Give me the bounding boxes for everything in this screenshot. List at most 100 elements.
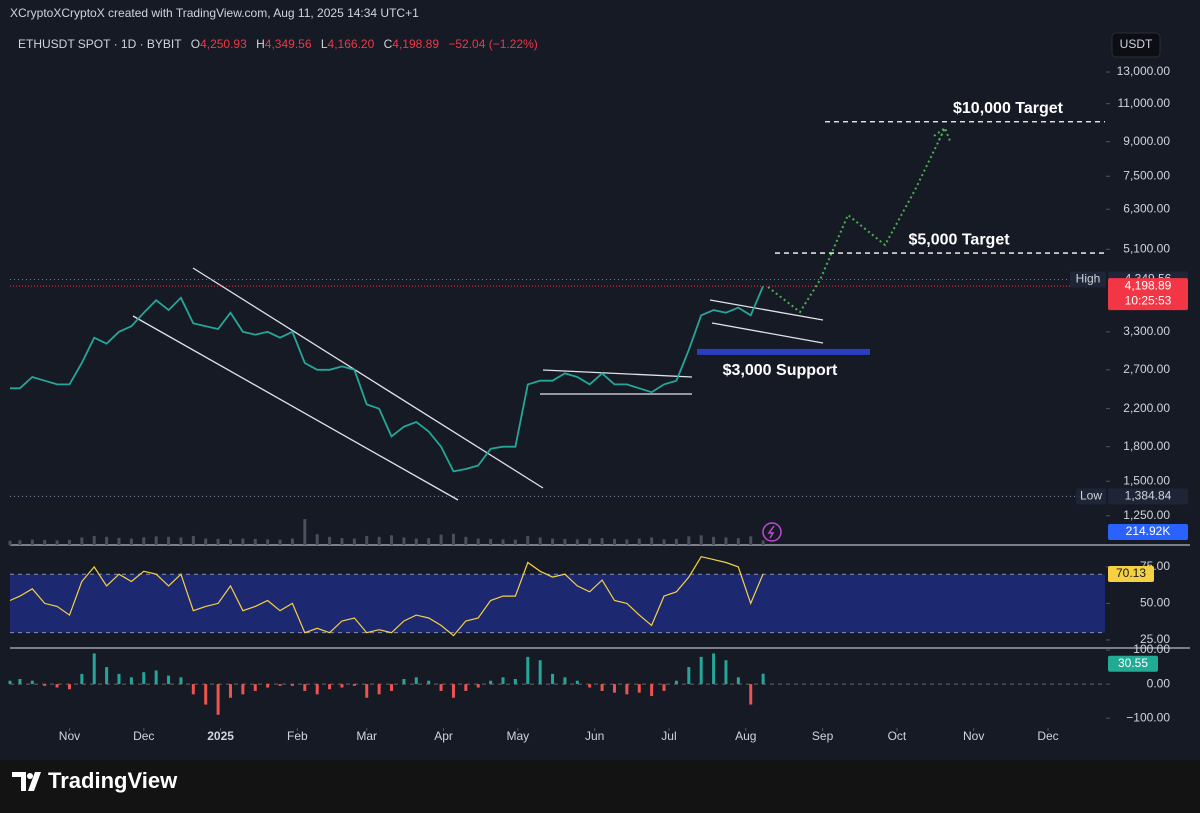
volume-bar xyxy=(414,538,418,545)
volume-bar xyxy=(575,539,579,545)
macd-bar xyxy=(253,684,257,691)
x-tick-label: 2025 xyxy=(207,729,234,743)
volume-bar xyxy=(154,536,158,545)
volume-bar xyxy=(352,538,356,545)
macd-bar xyxy=(489,680,493,685)
rsi-line xyxy=(9,556,764,637)
brand: TradingView xyxy=(48,768,178,793)
macd-bar xyxy=(402,679,406,685)
footer xyxy=(0,760,1200,813)
macd-bar xyxy=(241,684,245,695)
macd-bar xyxy=(328,684,332,690)
x-tick-label: Jul xyxy=(661,729,676,743)
volume-bar xyxy=(328,536,332,545)
volume-bar xyxy=(489,538,493,545)
macd-bar xyxy=(179,677,183,685)
macd-bar xyxy=(724,660,728,685)
macd-bar xyxy=(340,684,344,688)
macd-bar xyxy=(513,679,517,685)
volume-bar xyxy=(476,538,480,545)
volume-bar xyxy=(303,519,307,545)
volume-bar xyxy=(699,535,703,545)
brand-logo-dot xyxy=(27,773,33,779)
projection-path xyxy=(767,127,946,314)
trend-lines xyxy=(132,267,824,501)
macd-last-box xyxy=(1108,655,1158,672)
volume-bar xyxy=(179,537,183,545)
low: 4,166.20 xyxy=(328,37,375,51)
macd-bar xyxy=(563,677,567,685)
currency[interactable]: USDT xyxy=(1120,37,1153,51)
change: −52.04 (−1.22%) xyxy=(448,37,537,51)
macd-bar xyxy=(303,684,307,691)
macd-bar xyxy=(55,684,59,688)
volume-bar xyxy=(513,539,517,545)
volume-bar xyxy=(612,538,616,545)
volume-last-box xyxy=(1108,524,1188,540)
macd-bar xyxy=(105,667,109,685)
volume-bar xyxy=(526,535,530,545)
volume-bar xyxy=(8,540,12,545)
currency-box[interactable] xyxy=(1111,32,1161,58)
close: 4,198.89 xyxy=(392,37,439,51)
volume-bar xyxy=(439,534,443,545)
y-tick-label: 2,200.00 xyxy=(1123,401,1170,415)
volume-bar xyxy=(464,536,468,545)
macd-bar xyxy=(191,684,195,695)
volume-bar xyxy=(724,537,728,545)
high: 4,349.56 xyxy=(265,37,312,51)
flag-line xyxy=(711,322,824,344)
macd-bar xyxy=(699,656,703,685)
volume-bar xyxy=(241,538,245,545)
high-tag-box xyxy=(1070,271,1106,288)
x-tick-label: Mar xyxy=(356,729,377,743)
macd-bar xyxy=(464,684,468,691)
macd-bar xyxy=(204,684,208,705)
y-tick-label: 5,100.00 xyxy=(1123,242,1170,256)
volume-bar xyxy=(712,536,716,545)
volume-bar xyxy=(216,538,220,545)
volume-bar xyxy=(315,534,319,545)
macd-bar xyxy=(414,677,418,685)
low-tag: Low xyxy=(1080,489,1102,503)
macd-bar xyxy=(501,677,505,685)
rsi-last-box xyxy=(1108,566,1154,583)
macd-bar xyxy=(451,684,455,698)
macd-bar xyxy=(228,684,232,698)
volume-bar xyxy=(228,539,232,545)
open: 4,250.93 xyxy=(200,37,247,51)
volume-bar xyxy=(501,539,505,545)
macd-bar xyxy=(377,684,381,695)
x-tick-label: Oct xyxy=(888,729,907,743)
high-label: H xyxy=(256,37,265,51)
volume-bar xyxy=(650,537,654,545)
volume-bar xyxy=(18,540,22,545)
volume-last: 214.92K xyxy=(1126,524,1171,538)
y-tick-label: 3,300.00 xyxy=(1123,324,1170,338)
macd-bar xyxy=(575,680,579,685)
volume-bar xyxy=(563,538,567,545)
macd-bar xyxy=(600,684,604,691)
support-label: $3,000 Support xyxy=(723,362,838,379)
countdown: 10:25:53 xyxy=(1125,293,1172,307)
channel-line xyxy=(192,267,544,489)
macd-bar xyxy=(526,656,530,685)
last-price: 4,198.89 xyxy=(1125,278,1172,292)
volume-bar xyxy=(736,538,740,545)
close-label: C xyxy=(384,37,393,51)
volume-bar xyxy=(365,535,369,545)
y-tick-label: 1,250.00 xyxy=(1123,508,1170,522)
macd-bar xyxy=(67,684,71,690)
volume-bar xyxy=(191,535,195,545)
volume-bar xyxy=(749,536,753,545)
low-value-box xyxy=(1108,488,1188,505)
alert-icon[interactable] xyxy=(762,522,782,542)
macd-bar xyxy=(588,684,592,688)
y-tick-label: 7,500.00 xyxy=(1123,168,1170,182)
open-label: O xyxy=(191,37,200,51)
volume-bar xyxy=(625,539,629,545)
volume-bar xyxy=(253,538,257,545)
x-tick-label: Dec xyxy=(1037,729,1058,743)
